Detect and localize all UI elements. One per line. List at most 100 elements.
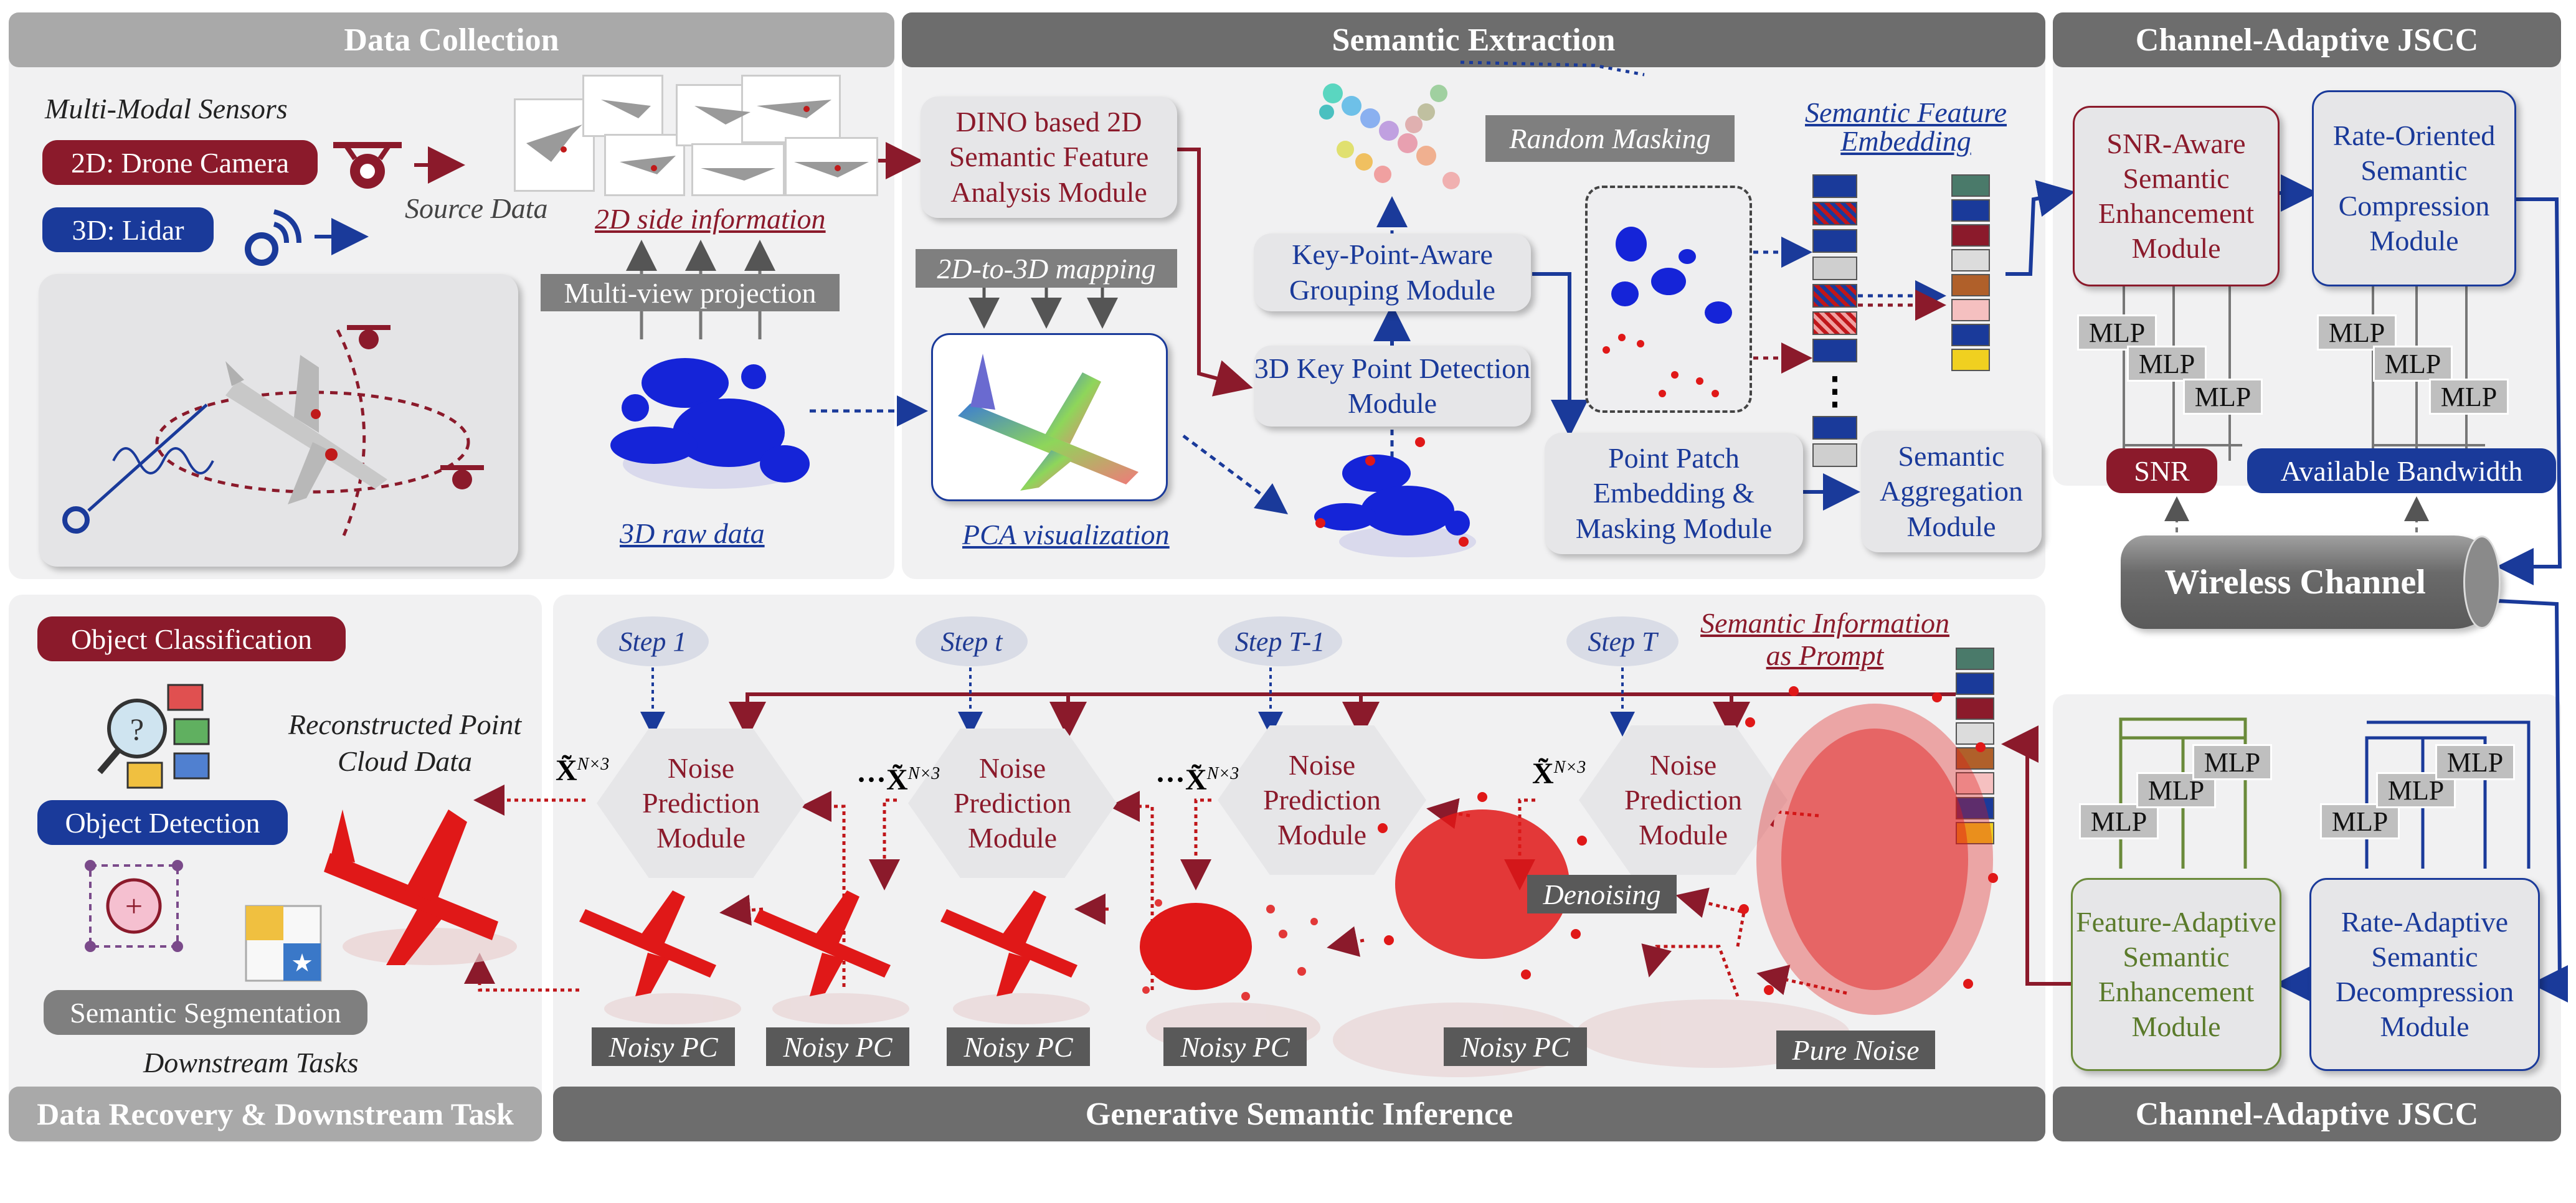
mlp-block: MLP (2079, 803, 2159, 839)
token (1812, 311, 1857, 335)
token (1951, 199, 1990, 222)
flow-recon-up (464, 953, 579, 992)
header-jscc-bottom: Channel-Adaptive JSCC (2053, 1087, 2561, 1141)
header-semantic-extraction: Semantic Extraction (902, 12, 2045, 67)
flow-back-3 (1426, 798, 1470, 829)
raw-data-label: 3D raw data (620, 517, 765, 549)
drone-icon-scene-1 (347, 325, 391, 349)
mlp-block: MLP (2317, 314, 2397, 351)
wireless-channel-label: Wireless Channel (2164, 563, 2426, 602)
vertical-dots: ⋮ (1816, 370, 1854, 412)
x-superscript: N×3 (907, 764, 940, 783)
token (1956, 648, 1994, 670)
arrow-dino-to-detection (1177, 148, 1253, 397)
token (1951, 349, 1990, 371)
x-superscript: N×3 (577, 755, 610, 774)
header-data-recovery: Data Recovery & Downstream Task (9, 1087, 542, 1141)
pca-box (931, 333, 1168, 501)
side-info-label: 2D side information (595, 203, 826, 235)
noisy-pc-label-4: Noisy PC (1163, 1027, 1307, 1066)
svg-text:★: ★ (291, 949, 313, 977)
x-tilde: X̃ (1185, 763, 1207, 796)
snr-enhancement-module: SNR-Aware Semantic Enhancement Module (2073, 106, 2280, 286)
arrow-cloud-to-masking (1460, 60, 1645, 77)
token (1812, 443, 1857, 467)
token (1812, 202, 1857, 225)
x-tilde-label-2: ···X̃N×3 (856, 763, 940, 797)
token (1951, 274, 1990, 296)
drone-camera-label: 2D: Drone Camera (42, 140, 318, 185)
token (1951, 224, 1990, 247)
x-superscript: N×3 (1206, 764, 1239, 783)
flow-denoise-1 (1675, 887, 1746, 947)
mlp-block: MLP (2320, 803, 2400, 839)
token (1812, 174, 1857, 198)
mlp-block: MLP (2373, 346, 2453, 382)
rate-adaptive-module: Rate-Adaptive Semantic Decompression Mod… (2309, 878, 2540, 1071)
patch-embedding-module: Point Patch Embedding & Masking Module (1545, 433, 1803, 554)
token (1956, 697, 1994, 720)
noisy-pc-label-1: Noisy PC (592, 1027, 735, 1066)
svg-text:+: + (125, 889, 143, 923)
pca-label: PCA visualization (962, 519, 1170, 550)
header-jscc-top: Channel-Adaptive JSCC (2053, 12, 2561, 67)
arrow-feature-to-prompt (2001, 725, 2071, 986)
keypoint-plane (1314, 437, 1476, 557)
segmentation-icon: ★ (245, 905, 322, 982)
scene-illustration (62, 325, 484, 536)
reconstructed-label: Reconstructed Point Cloud Data (288, 709, 522, 777)
denoising-cloud (1378, 792, 1587, 979)
channel-end (2463, 535, 2501, 629)
arrow-rate-to-channel (2496, 197, 2562, 585)
token (1956, 797, 1994, 819)
flow-noisy-1 (719, 894, 764, 926)
mlp-block: MLP (2183, 379, 2263, 415)
drone-icon (333, 142, 402, 189)
flow-noisy-3 (1327, 926, 1365, 957)
x-superscript: N×3 (1553, 758, 1586, 777)
aggregation-module: Semantic Aggregation Module (1861, 431, 2042, 552)
svg-text:?: ? (130, 712, 144, 747)
prompt-label: Semantic Information as Prompt (1700, 607, 1949, 671)
pure-noise-cloud (1739, 686, 1998, 1015)
wireless-channel: Wireless Channel (2121, 535, 2501, 629)
colored-point-cloud (1319, 83, 1460, 189)
header-generative: Generative Semantic Inference (553, 1087, 2045, 1141)
token (1951, 299, 1990, 321)
masking-box (1585, 186, 1752, 413)
source-data-label: Source Data (405, 192, 548, 224)
x-tilde: X̃ (556, 754, 577, 787)
keypoint-detection-module: 3D Key Point Detection Module (1254, 346, 1531, 427)
bandwidth-label: Available Bandwidth (2247, 448, 2556, 493)
downstream-label: Downstream Tasks (143, 1047, 359, 1078)
classification-label: Object Classification (37, 616, 346, 661)
side-image (785, 137, 878, 196)
rate-compression-module: Rate-Oriented Semantic Compression Modul… (2312, 90, 2516, 286)
token (1951, 174, 1990, 197)
noisy-pc-label-5: Noisy PC (1444, 1027, 1587, 1066)
lidar-label: 3D: Lidar (42, 207, 214, 252)
detection-icon: + (85, 860, 183, 952)
token (1956, 672, 1994, 695)
token (1956, 772, 1994, 795)
embedding-column-2 (1951, 174, 1990, 371)
mapping-label: 2D-to-3D mapping (916, 249, 1177, 288)
embedding-column-1: ⋮ (1812, 174, 1857, 467)
mlp-block: MLP (2435, 744, 2515, 780)
multiview-projection-label: Multi-view projection (541, 274, 840, 311)
reconstructed-point-cloud (324, 809, 517, 965)
dots: ··· (1155, 763, 1186, 796)
step-t: Step t (916, 616, 1028, 666)
mlp-block: MLP (2127, 346, 2207, 382)
noisy-pc-label-2: Noisy PC (766, 1027, 909, 1066)
dots: ··· (856, 763, 887, 796)
flow-down-2 (869, 798, 900, 890)
segmentation-label: Semantic Segmentation (44, 990, 367, 1035)
masking-points (1603, 227, 1732, 397)
flow-down-3 (1180, 798, 1211, 890)
token (1951, 249, 1990, 271)
token (1812, 229, 1857, 253)
feature-embedding-label: Semantic Feature Embedding (1804, 97, 2007, 157)
token (1956, 722, 1994, 745)
arrow-channel-down (2497, 599, 2568, 1003)
